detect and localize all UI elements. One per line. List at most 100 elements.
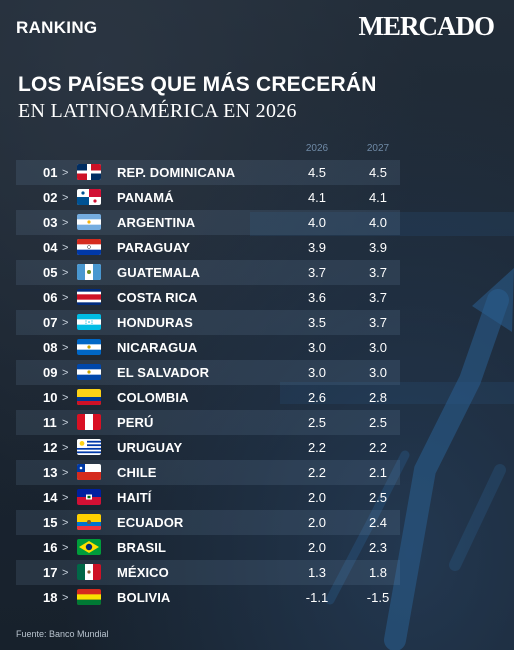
rank-number: 10 — [43, 390, 58, 405]
source-note: Fuente: Banco Mundial — [16, 629, 109, 639]
ranking-table: 01 > REP. DOMINICANA 4.5 4.5 02 > PANAMÁ 4.1 4.1 0… — [16, 160, 400, 610]
value-2027: 3.0 — [368, 365, 388, 380]
rank-number: 03 — [43, 215, 58, 230]
value-2026: 3.9 — [307, 240, 327, 255]
value-2026: 4.1 — [307, 190, 327, 205]
table-row: 03 > ARGENTINA 4.0 4.0 — [16, 210, 400, 235]
peru-flag-icon — [77, 414, 101, 430]
table-row: 11 > PERÚ 2.5 2.5 — [16, 410, 400, 435]
column-header-2027: 2027 — [366, 143, 390, 154]
brazil-flag-icon — [77, 539, 101, 555]
country-name: ARGENTINA — [117, 215, 196, 230]
rank-number: 05 — [43, 265, 58, 280]
rank-number: 09 — [43, 365, 58, 380]
chevron-right-icon: > — [62, 266, 69, 279]
value-2026: 4.5 — [307, 165, 327, 180]
table-row: 05 > GUATEMALA 3.7 3.7 — [16, 260, 400, 285]
chevron-right-icon: > — [62, 416, 69, 429]
value-2027: 4.1 — [368, 190, 388, 205]
value-2026: 2.0 — [307, 515, 327, 530]
value-2026: 3.6 — [307, 290, 327, 305]
rank-number: 16 — [43, 540, 58, 555]
chevron-right-icon: > — [62, 566, 69, 579]
table-row: 12 > URUGUAY 2.2 2.2 — [16, 435, 400, 460]
value-2027: 3.0 — [368, 340, 388, 355]
table-row: 10 > COLOMBIA 2.6 2.8 — [16, 385, 400, 410]
table-row: 08 > NICARAGUA 3.0 3.0 — [16, 335, 400, 360]
chevron-right-icon: > — [62, 491, 69, 504]
chevron-right-icon: > — [62, 216, 69, 229]
country-name: EL SALVADOR — [117, 365, 210, 380]
value-2027: 4.5 — [368, 165, 388, 180]
country-name: CHILE — [117, 465, 157, 480]
chevron-right-icon: > — [62, 166, 69, 179]
panama-flag-icon — [77, 189, 101, 205]
rank-number: 07 — [43, 315, 58, 330]
chevron-right-icon: > — [62, 541, 69, 554]
value-2027: 3.9 — [368, 240, 388, 255]
rank-number: 15 — [43, 515, 58, 530]
chevron-right-icon: > — [62, 341, 69, 354]
bolivia-flag-icon — [77, 589, 101, 605]
table-row: 13 > CHILE 2.2 2.1 — [16, 460, 400, 485]
value-2027: 2.8 — [368, 390, 388, 405]
costa-rica-flag-icon — [77, 289, 101, 305]
chevron-right-icon: > — [62, 441, 69, 454]
table-row: 02 > PANAMÁ 4.1 4.1 — [16, 185, 400, 210]
rank-number: 08 — [43, 340, 58, 355]
nicaragua-flag-icon — [77, 339, 101, 355]
rank-number: 17 — [43, 565, 58, 580]
value-2026: 2.0 — [307, 490, 327, 505]
section-label: RANKING — [16, 18, 98, 37]
value-2027: 3.7 — [368, 315, 388, 330]
rank-number: 06 — [43, 290, 58, 305]
page-title-line1: LOS PAÍSES QUE MÁS CRECERÁN — [18, 73, 377, 96]
value-2026: 2.5 — [307, 415, 327, 430]
paraguay-flag-icon — [77, 239, 101, 255]
dominican-republic-flag-icon — [77, 164, 101, 180]
value-2027: 1.8 — [368, 565, 388, 580]
value-2026: 3.5 — [307, 315, 327, 330]
table-row: 15 > ECUADOR 2.0 2.4 — [16, 510, 400, 535]
rank-number: 12 — [43, 440, 58, 455]
value-2026: 4.0 — [307, 215, 327, 230]
column-header-2026: 2026 — [305, 143, 329, 154]
rank-number: 11 — [43, 415, 57, 430]
el-salvador-flag-icon — [77, 364, 101, 380]
rank-number: 14 — [43, 490, 58, 505]
country-name: PANAMÁ — [117, 190, 174, 205]
country-name: HONDURAS — [117, 315, 193, 330]
chevron-right-icon: > — [62, 241, 69, 254]
country-name: ECUADOR — [117, 515, 184, 530]
country-name: PARAGUAY — [117, 240, 191, 255]
value-2027: 3.7 — [368, 265, 388, 280]
chile-flag-icon — [77, 464, 101, 480]
chevron-right-icon: > — [62, 291, 69, 304]
value-2027: 2.5 — [368, 490, 388, 505]
table-row: 07 > HONDURAS 3.5 3.7 — [16, 310, 400, 335]
value-2026: 2.6 — [307, 390, 327, 405]
value-2026: 3.0 — [307, 340, 327, 355]
country-name: PERÚ — [117, 415, 154, 430]
value-2027: -1.5 — [366, 590, 390, 605]
colombia-flag-icon — [77, 389, 101, 405]
chevron-right-icon: > — [62, 516, 69, 529]
table-row: 14 > HAITÍ 2.0 2.5 — [16, 485, 400, 510]
value-2026: -1.1 — [305, 590, 329, 605]
country-name: NICARAGUA — [117, 340, 198, 355]
country-name: BOLIVIA — [117, 590, 171, 605]
table-row: 18 > BOLIVIA -1.1 -1.5 — [16, 585, 400, 610]
value-2026: 2.2 — [307, 440, 327, 455]
rank-number: 04 — [43, 240, 58, 255]
guatemala-flag-icon — [77, 264, 101, 280]
value-2026: 3.0 — [307, 365, 327, 380]
value-2027: 2.2 — [368, 440, 388, 455]
country-name: MÉXICO — [117, 565, 169, 580]
argentina-flag-icon — [77, 214, 101, 230]
value-2026: 1.3 — [307, 565, 327, 580]
country-name: BRASIL — [117, 540, 166, 555]
rank-number: 18 — [43, 590, 58, 605]
mexico-flag-icon — [77, 564, 101, 580]
chevron-right-icon: > — [62, 591, 69, 604]
